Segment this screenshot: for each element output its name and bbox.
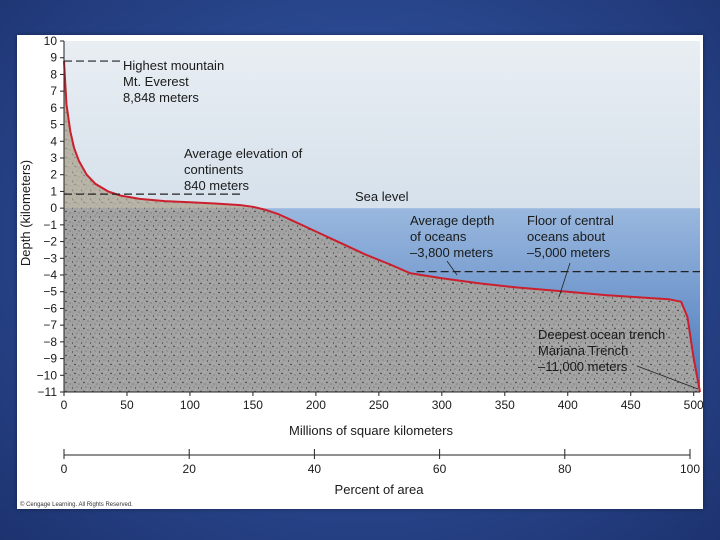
percent-axis-title: Percent of area [335,482,425,497]
y-tick-label: −11 [38,385,58,399]
percent-tick-label: 20 [183,462,197,476]
y-tick-label: 3 [50,151,57,165]
percent-tick-label: 80 [558,462,572,476]
y-tick-label: 6 [50,101,57,115]
x-axis-title: Millions of square kilometers [289,423,454,438]
ocean-depth-label-3: –3,800 meters [410,245,494,260]
y-tick-label: −1 [43,218,57,232]
y-tick-label: −9 [43,352,57,366]
slide-figure: 10 9 8 7 6 5 4 3 2 1 0 −1 −2 −3 −4 −5 −6 −7 −8 −9 −10 −11 0 50… [17,35,703,509]
x-axis: 0 50 100 150 200 250 300 350 400 450 500 [61,391,703,412]
x-tick-label: 100 [180,398,200,412]
percent-tick-label: 0 [61,462,68,476]
y-tick-label: 9 [50,51,57,65]
y-tick-label: 1 [50,184,57,198]
trench-label-2: Mariana Trench [538,343,628,358]
percent-tick-label: 100 [680,462,700,476]
x-tick-label: 500 [684,398,703,412]
trench-label-3: –11,000 meters [538,359,628,374]
copyright-notice: © Cengage Learning. All Rights Reserved. [20,501,133,508]
y-tick-label: 0 [50,201,57,215]
x-tick-label: 200 [306,398,326,412]
ocean-floor-label-2: oceans about [527,229,605,244]
y-tick-label: 10 [44,35,58,48]
y-tick-label: −5 [43,285,57,299]
y-tick-label: 5 [50,118,57,132]
x-tick-label: 350 [495,398,515,412]
y-tick-label: 7 [50,84,57,98]
x-tick-label: 300 [432,398,452,412]
sea-level-label: Sea level [355,189,409,204]
continents-label-2: continents [184,162,244,177]
ocean-floor-label-3: –5,000 meters [527,245,611,260]
y-tick-label: −4 [43,268,57,282]
everest-label-3: 8,848 meters [123,90,199,105]
everest-label-2: Mt. Everest [123,74,189,89]
y-tick-label: −8 [43,335,57,349]
x-tick-label: 400 [558,398,578,412]
y-tick-label: 4 [50,134,57,148]
land-area [64,61,700,392]
x-tick-label: 450 [621,398,641,412]
percent-tick-label: 60 [433,462,447,476]
everest-label-1: Highest mountain [123,58,224,73]
x-tick-label: 0 [61,398,68,412]
reference-lines [64,60,700,273]
percent-tick-label: 40 [308,462,322,476]
trench-label-1: Deepest ocean trench [538,327,665,342]
y-tick-label: −10 [37,368,58,382]
y-axis-title: Depth (kilometers) [18,160,33,266]
ocean-depth-label-2: of oceans [410,229,467,244]
x-tick-label: 250 [369,398,389,412]
continents-label-1: Average elevation of [184,146,303,161]
y-tick-label: −2 [43,235,57,249]
y-tick-label: 2 [50,168,57,182]
sky-background [64,41,700,209]
trench-pointer [636,365,699,390]
y-tick-label: −3 [43,251,57,265]
percent-axis: 0 20 40 60 80 100 [61,449,700,476]
x-tick-label: 150 [243,398,263,412]
ocean-floor-pointer [558,262,571,298]
x-tick-label: 50 [120,398,134,412]
y-tick-label: −6 [43,301,57,315]
ocean-depth-pointer [446,260,458,276]
ocean-depth-label-1: Average depth [410,213,494,228]
continents-label-3: 840 meters [184,178,250,193]
hypsographic-curve [63,61,701,393]
y-tick-label: −7 [43,318,57,332]
y-tick-label: 8 [50,67,57,81]
ocean-floor-label-1: Floor of central [527,213,614,228]
